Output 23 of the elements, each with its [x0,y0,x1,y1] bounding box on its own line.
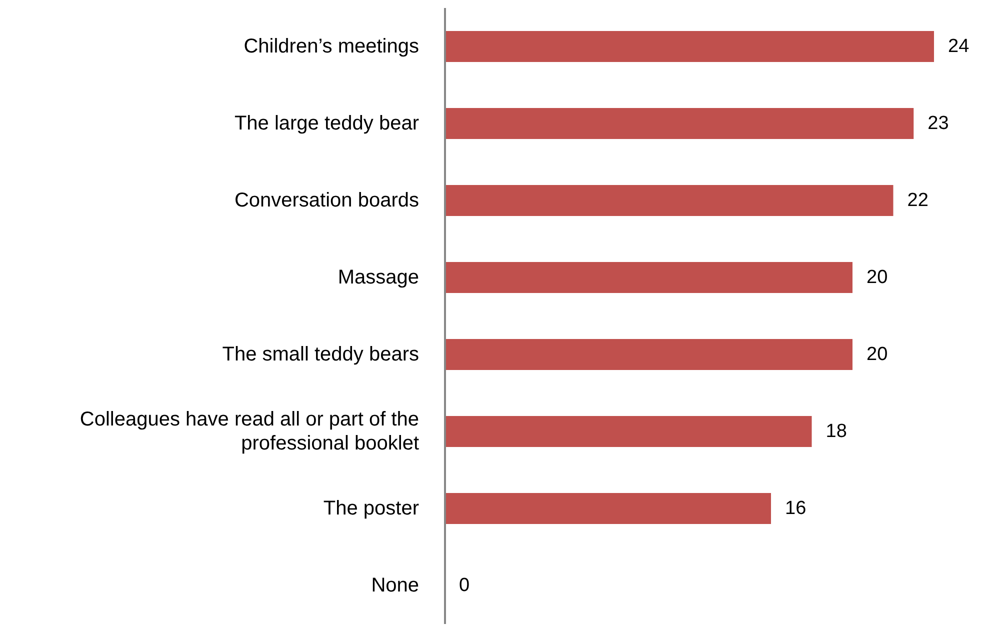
data-label: 24 [948,36,970,57]
data-label: 22 [907,190,928,211]
y-tick-label: Children’s meetings [244,36,419,58]
y-tick-label: Massage [338,266,419,288]
y-tick-label: The large teddy bear [234,112,420,134]
y-tick-label: The poster [323,498,420,520]
data-label: 16 [785,498,806,519]
y-tick-label: None [371,574,419,596]
bar [445,339,852,370]
data-label: 18 [826,421,847,442]
y-tick-label: Conversation boards [234,190,419,212]
bar [445,185,894,216]
data-label: 0 [459,575,470,596]
bar [445,108,914,139]
y-tick-label: Colleagues have read all or part of the professional booklet [80,408,420,454]
data-label: 23 [928,113,949,134]
data-label: 20 [866,267,888,288]
bar [445,493,771,524]
bar [445,416,812,447]
data-label: 20 [866,344,888,365]
y-tick-label: The small teddy bears [222,344,419,366]
bar [445,262,852,293]
bar [445,31,934,62]
